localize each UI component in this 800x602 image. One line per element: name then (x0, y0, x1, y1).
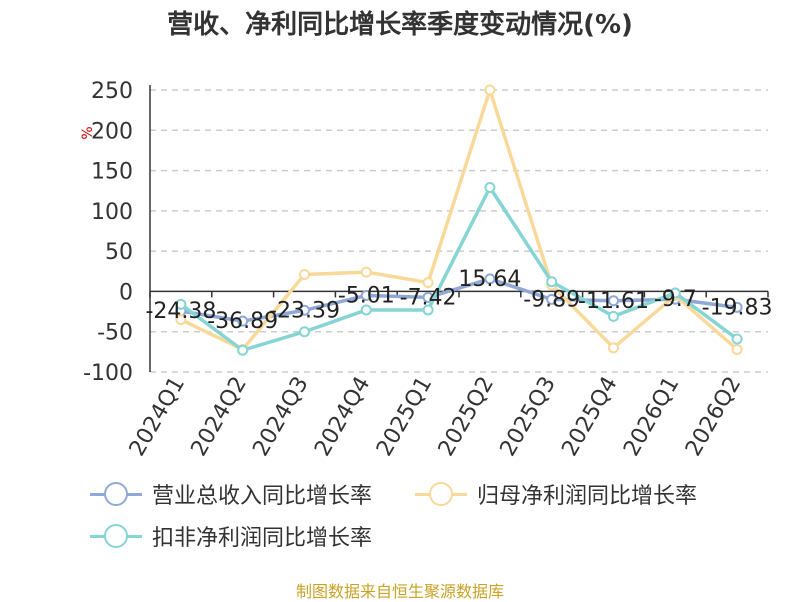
data-point (731, 343, 743, 355)
x-tick-label: 2026Q2 (681, 373, 746, 461)
data-point (608, 295, 619, 307)
legend-item-net-profit[interactable]: 归母净利润同比增长率 (415, 478, 697, 510)
data-point (608, 310, 619, 322)
y-axis-unit: % (80, 126, 96, 139)
series-group (175, 84, 743, 356)
data-point (608, 342, 619, 354)
series-line-1 (180, 88, 739, 352)
legend-item-revenue[interactable]: 营业总收入同比增长率 (90, 478, 372, 510)
legend-label-net-profit: 归母净利润同比增长率 (477, 484, 698, 509)
legend-swatch-net-profit (415, 482, 467, 506)
data-label: -5.01 (338, 283, 395, 308)
data-point (484, 84, 496, 96)
y-tick-label: 250 (91, 79, 133, 104)
x-tick-label: 2026Q1 (619, 373, 684, 461)
legend-item-deducted-profit[interactable]: 扣非净利润同比增长率 (90, 520, 372, 552)
data-labels: -24.38-36.89-23.39-5.01 -7.4215.64-9.89-1… (145, 267, 772, 334)
x-tick-label: 2025Q4 (557, 373, 622, 461)
data-point (546, 293, 558, 305)
data-point (669, 287, 681, 299)
data-point (360, 304, 372, 316)
x-tick-label: 2025Q2 (434, 373, 499, 461)
data-point (175, 314, 187, 326)
data-point (175, 298, 187, 310)
data-label: -36.89 (207, 309, 278, 334)
y-tick-label: 150 (91, 160, 133, 185)
data-label: 15.64 (458, 267, 521, 292)
data-point (484, 181, 496, 193)
data-label: -23.39 (269, 298, 340, 323)
legend-swatch-revenue (90, 482, 142, 506)
data-point (299, 326, 310, 338)
y-tick-label: 50 (105, 240, 133, 265)
data-point (299, 269, 310, 281)
data-point (360, 266, 372, 278)
x-tick-label: 2024Q4 (310, 373, 375, 461)
x-tick-label: 2024Q1 (125, 373, 190, 461)
data-point (546, 276, 558, 288)
y-axis: 250 200 150 100 50 0 -50 -100% (80, 79, 151, 386)
data-point (360, 289, 372, 301)
data-label: -9.7 (654, 287, 697, 312)
series-line-2 (179, 185, 739, 352)
x-tick-label: 2025Q3 (496, 373, 561, 461)
data-label: -24.38 (145, 299, 216, 324)
legend-label-deducted-profit: 扣非净利润同比增长率 (152, 526, 373, 551)
y-tick-label: 0 (119, 280, 133, 305)
data-point (731, 333, 743, 345)
data-point (237, 344, 249, 356)
source-note: 制图数据来自恒生聚源数据库 (295, 582, 504, 601)
x-tick-label: 2024Q2 (187, 373, 252, 461)
data-point (237, 315, 249, 327)
data-label: -9.89 (523, 287, 580, 312)
data-point (422, 277, 434, 289)
legend-swatch-deducted-profit (90, 524, 142, 548)
data-point (731, 301, 743, 313)
y-tick-label: 200 (91, 119, 133, 144)
y-tick-label: -100 (83, 361, 133, 386)
chart-title: 营收、净利同比增长率季度变动情况(%) (167, 10, 633, 40)
y-tick-label: 100 (91, 200, 133, 225)
data-point (422, 304, 434, 316)
y-tick-label: -50 (97, 321, 133, 346)
data-label: -7.42 (400, 285, 457, 310)
data-label: -19.83 (702, 295, 773, 320)
x-tick-label: 2024Q3 (248, 373, 313, 461)
data-point (484, 273, 496, 285)
x-tick-label: 2025Q1 (372, 372, 437, 460)
series-line-0 (180, 277, 738, 323)
data-label: -11.61 (578, 289, 649, 314)
legend-label-revenue: 营业总收入同比增长率 (152, 484, 373, 509)
data-point (299, 304, 310, 316)
